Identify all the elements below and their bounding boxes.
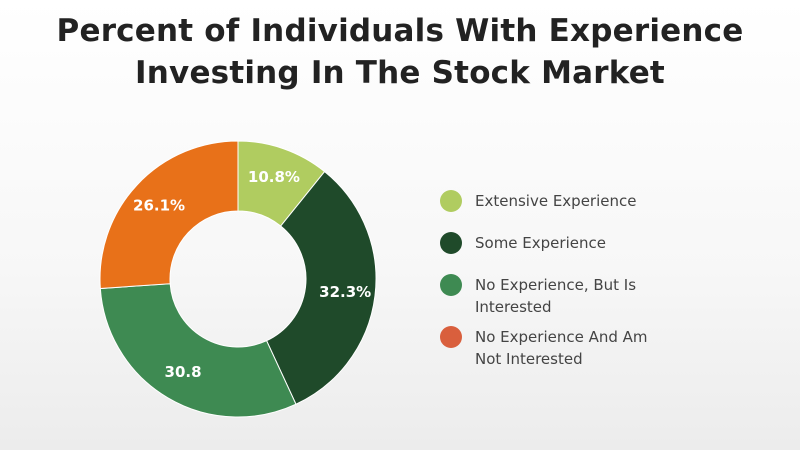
slice-label-3: 26.1% [133, 196, 185, 214]
legend-swatch [440, 274, 462, 296]
donut-slice-2 [99, 283, 297, 418]
slice-labels: 10.8% 32.3% 30.8 26.1% [133, 168, 371, 381]
legend-item-extensive-experience: Extensive Experience [440, 190, 675, 212]
legend-item-no-experience-interested: No Experience, But Is Interested [440, 274, 675, 318]
legend-label: Some Experience [475, 234, 606, 252]
slice-label-2: 30.8 [165, 363, 202, 381]
donut-slice-1 [265, 170, 377, 405]
legend-label: No Experience, But Is Interested [475, 276, 637, 316]
legend-swatch [440, 190, 462, 212]
donut-slices [99, 140, 377, 418]
chart-title: Percent of Individuals With Experience I… [56, 13, 744, 91]
legend-swatch [440, 232, 462, 254]
legend-swatch [440, 326, 462, 348]
slice-label-0: 10.8% [248, 168, 300, 186]
legend-item-no-experience-not-interested: No Experience And Am Not Interested [440, 326, 675, 370]
donut-slice-3 [99, 140, 239, 290]
legend-label: No Experience And Am Not Interested [475, 328, 648, 368]
legend-label: Extensive Experience [475, 192, 637, 210]
legend-item-some-experience: Some Experience [440, 232, 675, 254]
slice-label-1: 32.3% [319, 283, 371, 301]
